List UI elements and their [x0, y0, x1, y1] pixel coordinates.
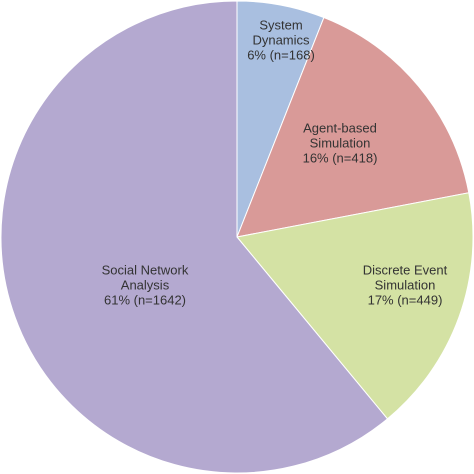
slice-label: Social Network Analysis 61% (n=1642) — [90, 263, 200, 308]
pie-slice — [236, 192, 474, 420]
slice-label: System Dynamics 6% (n=168) — [236, 18, 326, 63]
slice-value-label: 6% (n=168) — [247, 47, 315, 63]
slice-name: System Dynamics — [252, 17, 310, 48]
slice-value-label: 61% (n=1642) — [103, 292, 187, 308]
slice-name: Social Network Analysis — [101, 262, 189, 293]
slice-label: Agent-based Simulation 16% (n=418) — [285, 121, 395, 166]
pie-slice — [236, 16, 470, 238]
slice-label: Discrete Event Simulation 17% (n=449) — [355, 263, 455, 308]
slice-name: Discrete Event Simulation — [362, 262, 448, 293]
slice-value-label: 17% (n=449) — [367, 292, 443, 308]
slice-value-label: 16% (n=418) — [302, 150, 378, 166]
slice-name: Agent-based Simulation — [303, 120, 377, 151]
pie-slice — [0, 0, 389, 474]
